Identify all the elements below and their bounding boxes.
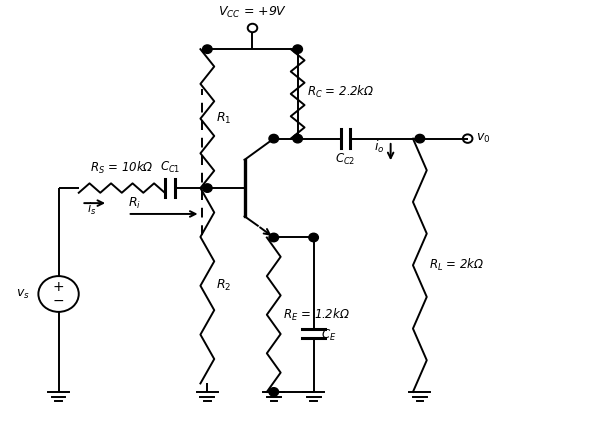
Circle shape (309, 233, 319, 242)
Text: $R_S$ = 10kΩ: $R_S$ = 10kΩ (90, 160, 153, 176)
Text: $V_{CC}$ = +9V: $V_{CC}$ = +9V (218, 4, 287, 20)
Circle shape (202, 184, 212, 192)
Text: $R_2$: $R_2$ (217, 278, 232, 293)
Text: $C_{C1}$: $C_{C1}$ (160, 160, 181, 175)
Text: $R_i$: $R_i$ (127, 196, 140, 211)
Text: $C_{C2}$: $C_{C2}$ (335, 152, 356, 167)
Text: +: + (53, 280, 64, 294)
Text: $i_o$: $i_o$ (374, 139, 384, 155)
Text: $v_s$: $v_s$ (15, 287, 30, 300)
Circle shape (269, 134, 278, 143)
Text: $R_1$: $R_1$ (217, 111, 232, 126)
Text: $C_E$: $C_E$ (321, 328, 336, 343)
Text: $R_L$ = 2kΩ: $R_L$ = 2kΩ (429, 257, 484, 273)
Circle shape (269, 233, 278, 242)
Text: $i_s$: $i_s$ (87, 201, 97, 217)
Circle shape (415, 134, 425, 143)
Circle shape (293, 134, 303, 143)
Text: −: − (53, 294, 64, 308)
Text: $R_E$ = 1.2kΩ: $R_E$ = 1.2kΩ (283, 307, 350, 323)
Circle shape (293, 45, 303, 53)
Text: $R_C$ = 2.2kΩ: $R_C$ = 2.2kΩ (307, 84, 374, 99)
Text: $v_0$: $v_0$ (476, 132, 490, 145)
Circle shape (269, 388, 278, 396)
Circle shape (202, 45, 212, 53)
